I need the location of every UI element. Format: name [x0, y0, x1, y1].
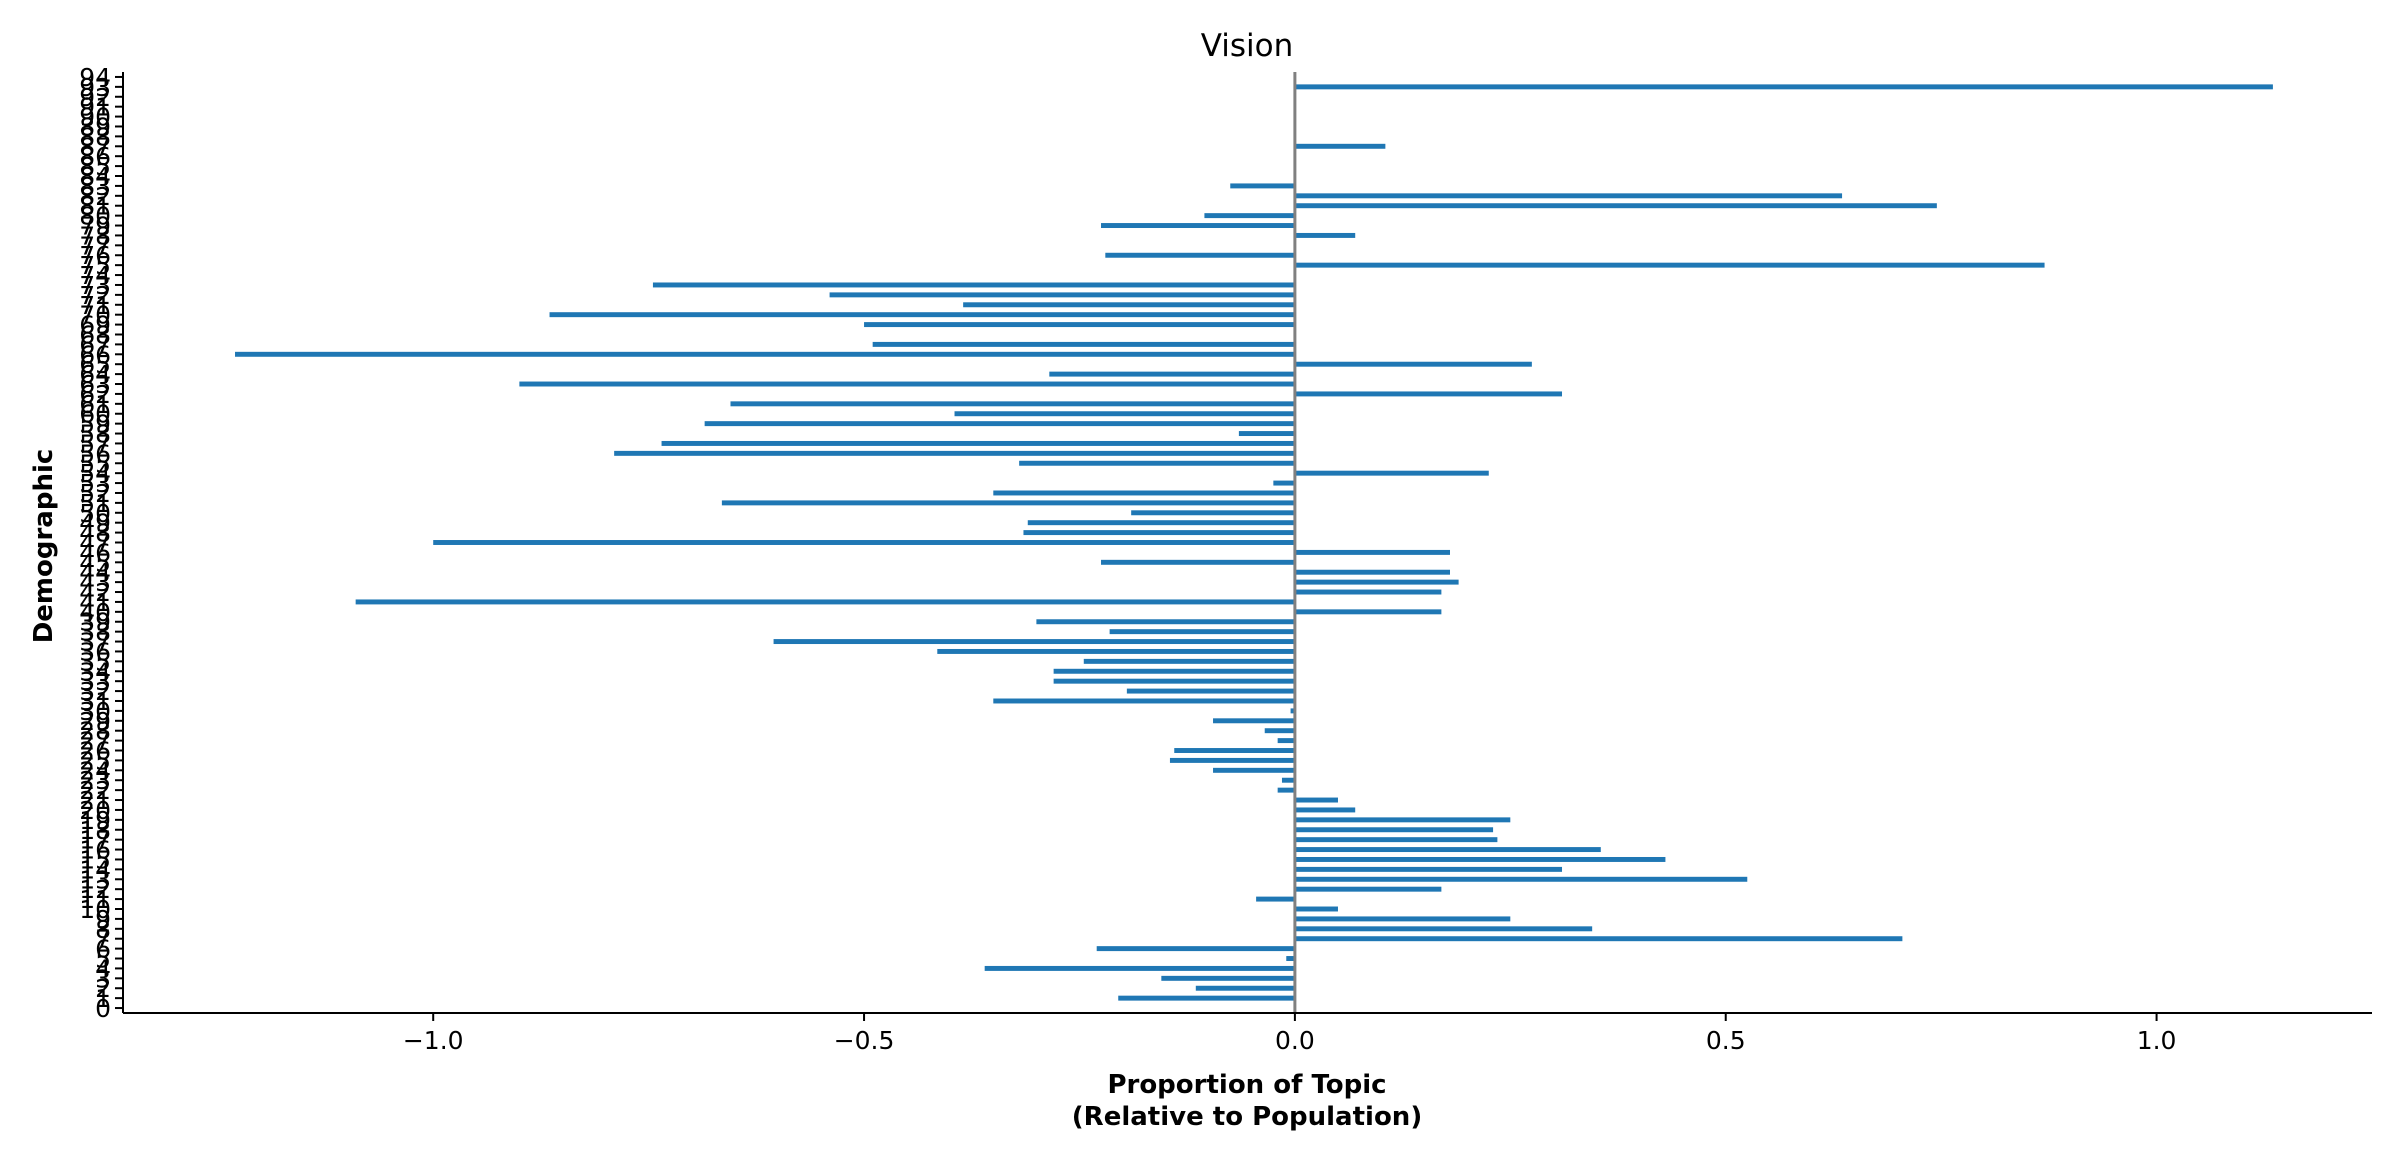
- bar-59: [705, 421, 1295, 426]
- bar-8: [1295, 926, 1592, 931]
- bar-33: [1054, 679, 1295, 684]
- bar-22: [1278, 788, 1295, 793]
- bar-3: [1161, 976, 1295, 981]
- bar-73: [653, 282, 1295, 287]
- bar-49: [1028, 520, 1295, 525]
- bar-75: [1295, 263, 2045, 268]
- bar-66: [235, 352, 1295, 357]
- bar-70: [550, 312, 1295, 317]
- bar-58: [1239, 431, 1295, 436]
- bar-26: [1174, 748, 1295, 753]
- bar-82: [1295, 193, 1842, 198]
- bar-62: [1295, 391, 1562, 396]
- x-tick-label: 0.0: [1275, 1026, 1315, 1055]
- bar-36: [937, 649, 1295, 654]
- bar-41: [356, 599, 1295, 604]
- bar-20: [1295, 807, 1355, 812]
- bar-83: [1230, 183, 1295, 188]
- x-tick-label: 1.0: [2137, 1026, 2177, 1055]
- bar-61: [730, 401, 1294, 406]
- x-tick-label: −0.5: [834, 1026, 895, 1055]
- bar-16: [1295, 847, 1601, 852]
- bar-15: [1295, 857, 1666, 862]
- bar-25: [1170, 758, 1295, 763]
- bar-45: [1101, 560, 1295, 565]
- bar-78: [1295, 233, 1355, 238]
- y-axis-label: Demographic: [29, 449, 59, 644]
- bar-2: [1196, 986, 1295, 991]
- bar-1: [1118, 996, 1295, 1001]
- bar-21: [1295, 798, 1338, 803]
- bar-42: [1295, 590, 1441, 595]
- bar-29: [1213, 718, 1295, 723]
- bar-93: [1295, 84, 2273, 89]
- bar-11: [1256, 897, 1295, 902]
- x-tick-label: −1.0: [403, 1026, 464, 1055]
- bar-55: [1019, 461, 1295, 466]
- bar-38: [1110, 629, 1295, 634]
- bar-67: [873, 342, 1295, 347]
- bar-80: [1204, 213, 1294, 218]
- x-tick-label: 0.5: [1706, 1026, 1746, 1055]
- bar-39: [1036, 619, 1295, 624]
- bar-9: [1295, 916, 1510, 921]
- bar-17: [1295, 837, 1497, 842]
- bar-7: [1295, 936, 1902, 941]
- bar-52: [993, 490, 1295, 495]
- bar-31: [993, 699, 1295, 704]
- bar-63: [519, 382, 1295, 387]
- bar-35: [1084, 659, 1295, 664]
- bar-81: [1295, 203, 1937, 208]
- bar-4: [985, 966, 1295, 971]
- bar-28: [1265, 728, 1295, 733]
- bar-34: [1054, 669, 1295, 674]
- bar-24: [1213, 768, 1295, 773]
- bar-19: [1295, 817, 1510, 822]
- bar-13: [1295, 877, 1747, 882]
- bar-57: [662, 441, 1295, 446]
- bar-72: [830, 292, 1295, 297]
- bar-14: [1295, 867, 1562, 872]
- bar-50: [1131, 510, 1295, 515]
- bars-layer: [235, 74, 2273, 1010]
- bar-71: [963, 302, 1295, 307]
- bar-64: [1049, 372, 1295, 377]
- x-axis-label-line1: Proportion of Topic: [1107, 1070, 1386, 1100]
- bar-76: [1105, 253, 1295, 258]
- bar-40: [1295, 609, 1441, 614]
- bar-12: [1295, 887, 1441, 892]
- bar-69: [864, 322, 1295, 327]
- bar-87: [1295, 144, 1385, 149]
- bar-60: [955, 411, 1295, 416]
- bar-44: [1295, 570, 1450, 575]
- bar-54: [1295, 471, 1489, 476]
- bar-47: [433, 540, 1295, 545]
- bar-18: [1295, 827, 1493, 832]
- bar-46: [1295, 550, 1450, 555]
- bar-10: [1295, 907, 1338, 912]
- bar-48: [1023, 530, 1294, 535]
- bar-43: [1295, 580, 1459, 585]
- bar-53: [1273, 481, 1295, 486]
- bar-23: [1282, 778, 1295, 783]
- bar-56: [614, 451, 1295, 456]
- chart-title: Vision: [1201, 28, 1294, 64]
- x-axis-label-line2: (Relative to Population): [1072, 1102, 1422, 1132]
- bar-79: [1101, 223, 1295, 228]
- bar-32: [1127, 689, 1295, 694]
- bar-27: [1278, 738, 1295, 743]
- y-tick-label: 94: [79, 63, 111, 92]
- bar-37: [774, 639, 1295, 644]
- bar-6: [1097, 946, 1295, 951]
- bar-51: [722, 500, 1295, 505]
- bar-65: [1295, 362, 1532, 367]
